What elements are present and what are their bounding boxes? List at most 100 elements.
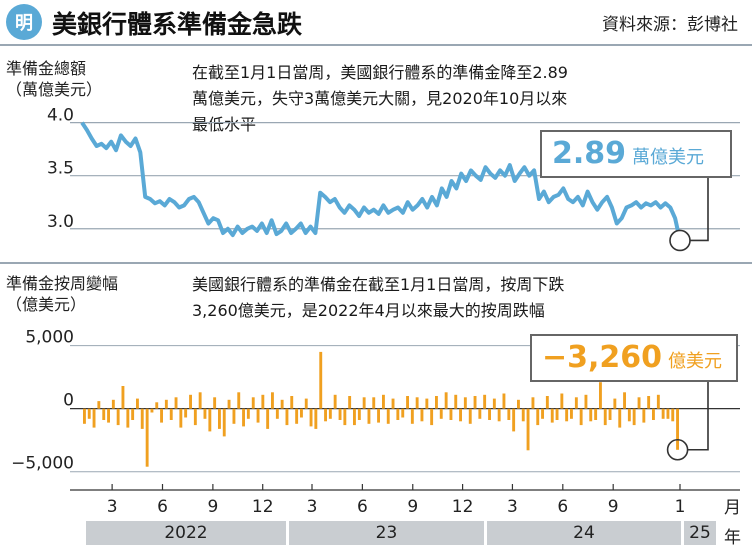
change-bar: [328, 408, 332, 419]
change-bar: [189, 394, 192, 409]
change-bar: [430, 408, 434, 426]
change-bar: [179, 408, 183, 428]
reserves-callout-leader: [690, 176, 709, 242]
change-bar: [174, 397, 178, 409]
change-bar: [574, 397, 578, 409]
reserves-y-tick: 3.0: [47, 212, 74, 232]
change-bar: [565, 408, 569, 422]
change-bar: [208, 408, 212, 432]
reserves-series-line: [80, 121, 682, 241]
change-bar: [599, 382, 602, 409]
change-bar: [550, 408, 554, 423]
change-bar: [169, 408, 173, 420]
change-bar: [492, 398, 496, 409]
change-bar: [203, 408, 207, 419]
x-month-tick: 3: [107, 497, 118, 517]
year-2023: 23: [289, 521, 484, 545]
change-bar: [324, 408, 327, 422]
change-bar: [150, 408, 154, 413]
top-label-line2: （萬億美元）: [6, 80, 103, 99]
top-note-line1: 在截至1月1日當周，美國銀行體系的準備金降至2.89: [192, 63, 568, 82]
change-bar: [116, 408, 120, 426]
change-bar: [372, 397, 376, 409]
change-bar: [386, 408, 390, 424]
change-bar: [198, 392, 202, 409]
change-bar: [488, 408, 491, 420]
change-y-tick: −5,000: [11, 454, 74, 474]
change-bar: [415, 397, 419, 409]
change-bar: [111, 399, 115, 409]
change-bar: [603, 408, 607, 426]
change-bar: [478, 408, 482, 419]
change-bar: [391, 398, 395, 409]
year-2025: 25: [684, 521, 716, 545]
change-bar: [517, 399, 520, 409]
change-bar: [213, 397, 217, 409]
change-bar: [107, 408, 110, 423]
change-bar: [521, 408, 525, 422]
bottom-note: 美國銀行體系的準備金在截至1月1日當周，按周下跌 3,260億美元，是2022年…: [192, 272, 564, 324]
change-callout-unit: 億美元: [668, 351, 723, 372]
reserves-y-tick: 4.0: [47, 106, 74, 126]
change-bar: [435, 396, 438, 409]
x-month-tick: 6: [157, 497, 168, 517]
change-bar: [300, 408, 303, 418]
change-callout: −3,260 億美元: [530, 334, 738, 382]
change-bar: [449, 408, 453, 420]
top-label-line1: 準備金總額: [6, 59, 87, 78]
change-y-tick: 5,000: [25, 328, 74, 348]
year-2022: 2022: [86, 521, 286, 545]
change-bar: [652, 408, 655, 420]
bottom-label-line1: 準備金按周變幅: [6, 274, 119, 293]
change-bar: [468, 408, 472, 424]
change-bar: [671, 408, 675, 422]
top-note-line3: 最低水平: [192, 115, 257, 134]
change-bar: [222, 408, 226, 437]
panel-divider: [0, 262, 752, 264]
change-bar: [319, 351, 323, 409]
change-bar: [676, 408, 679, 450]
x-month-tick: 6: [557, 497, 568, 517]
x-month-tick: 3: [307, 497, 318, 517]
change-bar: [483, 394, 487, 409]
change-bar: [396, 408, 400, 420]
change-bar: [261, 394, 265, 409]
change-bar: [333, 394, 337, 409]
reserves-callout: 2.89 萬億美元: [540, 130, 732, 178]
change-bar: [401, 408, 405, 418]
reserves-callout-unit: 萬億美元: [632, 147, 705, 168]
change-bar: [439, 408, 443, 419]
top-note: 在截至1月1日當周，美國銀行體系的準備金降至2.89 萬億美元，失守3萬億美元大…: [192, 60, 568, 138]
x-month-tick: 12: [452, 497, 474, 517]
change-bar: [295, 408, 299, 424]
bottom-panel-label: 準備金按周變幅 （億美元）: [6, 273, 118, 315]
change-bar: [290, 396, 294, 409]
change-bar: [570, 408, 573, 419]
logo: 明: [6, 4, 42, 40]
top-panel-label: 準備金總額 （萬億美元）: [6, 58, 102, 100]
change-bar: [579, 408, 583, 426]
change-bar: [193, 408, 197, 426]
change-bar: [623, 392, 626, 409]
change-bar: [145, 408, 149, 467]
change-y-tick: 0: [63, 391, 74, 411]
change-bar: [666, 408, 670, 419]
x-month-tick: 12: [252, 497, 274, 517]
change-bar: [367, 408, 371, 424]
change-bar: [83, 408, 86, 424]
x-month-tick: 9: [608, 497, 619, 517]
change-bar: [242, 408, 245, 427]
change-bar: [246, 408, 250, 419]
change-bar: [637, 397, 641, 409]
change-bar: [584, 394, 588, 409]
change-bar: [642, 408, 646, 423]
title-bar: 明 美銀行體系準備金急跌 資料來源：彭博社: [0, 0, 752, 44]
bottom-note-line2: 3,260億美元，是2022年4月以來最大的按周跌幅: [192, 301, 545, 320]
reserves-last-point: [669, 229, 691, 252]
change-bar: [526, 408, 530, 451]
change-bar: [473, 396, 477, 409]
top-note-line2: 萬億美元，失守3萬億美元大關，見2020年10月以來: [192, 89, 568, 108]
change-bar: [304, 398, 308, 409]
change-bar: [121, 386, 125, 409]
